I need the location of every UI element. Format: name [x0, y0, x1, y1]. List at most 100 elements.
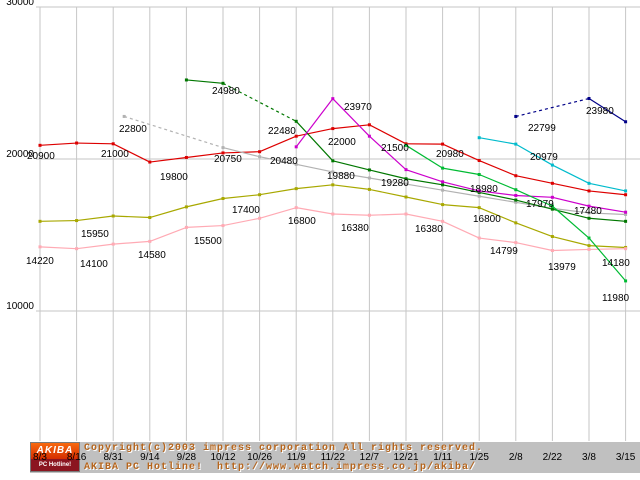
marker-darkgreen [550, 207, 554, 211]
marker-pink [367, 213, 371, 217]
series-cyan [479, 137, 516, 145]
series-darkgreen [405, 178, 443, 186]
marker-red [367, 123, 371, 127]
series-pink [588, 248, 626, 251]
marker-red [111, 142, 115, 146]
x-axis-label: 11/9 [286, 452, 306, 463]
series-pink [186, 224, 224, 228]
marker-pink [404, 212, 408, 216]
marker-pink [221, 224, 225, 228]
series-gray [552, 207, 590, 214]
series-red [112, 143, 151, 163]
point-label: 23970 [344, 102, 372, 113]
marker-red [624, 193, 628, 197]
marker-pink [441, 219, 445, 223]
marker-pink [111, 242, 115, 246]
marker-gray [221, 146, 225, 150]
x-axis-label: 1/11 [433, 452, 452, 463]
point-label: 19280 [381, 178, 409, 189]
point-label: 13979 [548, 262, 576, 273]
marker-brightgreen [587, 236, 591, 240]
x-axis-label: 3/15 [615, 452, 636, 463]
marker-cyan [550, 163, 554, 167]
marker-red [550, 181, 554, 185]
series-darkgreen [332, 160, 370, 171]
marker-cyan [514, 142, 518, 146]
marker-magenta [587, 204, 591, 208]
marker-brightgreen [404, 143, 408, 147]
x-axis-label: 9/14 [140, 452, 160, 463]
series-navy [588, 97, 626, 123]
point-label: 18980 [470, 184, 498, 195]
x-axis-label: 11/22 [320, 452, 345, 463]
marker-darkgreen [587, 216, 591, 220]
marker-red [514, 174, 518, 178]
point-label: 16380 [415, 224, 443, 235]
footer-band [30, 442, 640, 473]
marker-pink [550, 249, 554, 253]
point-label: 20750 [214, 154, 242, 165]
series-pink [442, 220, 480, 239]
price-line-chart: 30000 20000 10000 20900 21000 22800 19800 24980… [6, 0, 640, 441]
marker-magenta [514, 193, 518, 197]
point-label: 16380 [341, 223, 369, 234]
copyright-text: Copyright(c)2003 impress corporation All… [84, 443, 484, 454]
marker-darkgreen [477, 190, 481, 194]
marker-olive [514, 221, 518, 225]
marker-darkgreen [294, 119, 298, 123]
point-label: 21500 [381, 143, 409, 154]
series-olive [186, 197, 224, 208]
series-pink [369, 213, 407, 216]
point-label: 22480 [268, 126, 296, 137]
series-red [186, 152, 224, 159]
series-gray [369, 177, 407, 185]
marker-pink [294, 206, 298, 210]
marker-pink [624, 247, 628, 251]
marker-navy [624, 120, 628, 124]
series-gray [259, 156, 297, 165]
marker-darkgreen [514, 198, 518, 202]
logo-akiba-text: AKIBA [31, 443, 79, 459]
series-magenta [442, 181, 480, 192]
series-red [369, 124, 407, 145]
series-cyan [515, 143, 553, 166]
y-axis-label: 20000 [6, 149, 34, 160]
marker-pink [477, 236, 481, 240]
marker-red [331, 127, 335, 131]
marker-darkgreen [441, 183, 445, 187]
marker-darkgreen [221, 81, 225, 85]
marker-pink [514, 241, 518, 245]
series-red [296, 128, 333, 137]
series-darkgreen [186, 79, 224, 84]
point-label: 15500 [194, 236, 222, 247]
marker-darkgreen [624, 219, 628, 223]
series-red [515, 175, 553, 184]
series-gray [405, 183, 443, 191]
point-label: 16800 [473, 214, 501, 225]
marker-darkgreen [331, 159, 335, 163]
series-pink [76, 243, 114, 250]
series-gray [296, 163, 333, 173]
x-axis-label: 9/28 [176, 452, 197, 463]
series-olive [478, 207, 517, 224]
series-magenta [515, 194, 553, 198]
point-label: 19800 [160, 172, 188, 183]
series-red [332, 124, 370, 130]
x-axis-label: 2/8 [508, 452, 523, 463]
series-cyan [552, 164, 590, 184]
series-darkgreen [442, 184, 480, 194]
marker-red [404, 142, 408, 146]
series-magenta [295, 98, 334, 148]
series-pink [552, 248, 590, 252]
series-pink [479, 237, 516, 244]
marker-gray [367, 176, 371, 180]
akiba-pc-hotline-logo: AKIBA PC Hotline! [30, 442, 80, 472]
marker-brightgreen [477, 173, 481, 177]
series-magenta [405, 169, 443, 183]
series-pink [222, 217, 260, 227]
marker-magenta [441, 180, 445, 184]
marker-cyan [587, 181, 591, 185]
point-label: 24980 [212, 86, 240, 97]
marker-pink [75, 247, 79, 251]
